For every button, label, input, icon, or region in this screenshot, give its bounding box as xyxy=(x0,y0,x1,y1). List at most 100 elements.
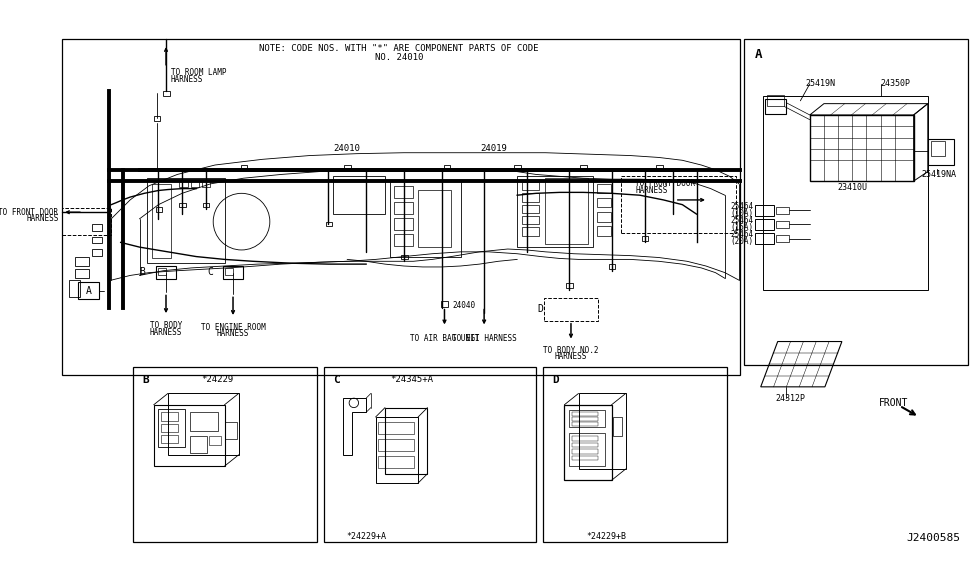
Bar xyxy=(522,194,539,202)
Bar xyxy=(378,422,414,434)
Bar xyxy=(93,237,101,243)
Bar xyxy=(390,181,460,256)
Text: TO BODY: TO BODY xyxy=(150,321,182,330)
Bar xyxy=(62,40,740,375)
Bar xyxy=(225,268,233,276)
Bar xyxy=(190,181,199,187)
Text: 25464: 25464 xyxy=(730,216,753,225)
Text: A: A xyxy=(86,286,92,295)
Bar xyxy=(75,256,89,266)
Bar xyxy=(572,412,599,416)
Bar xyxy=(522,205,539,213)
Bar xyxy=(401,255,408,259)
Bar xyxy=(608,264,615,269)
Bar xyxy=(324,367,536,542)
Bar xyxy=(572,436,599,441)
Text: A: A xyxy=(755,48,762,61)
Text: HARNESS: HARNESS xyxy=(150,328,182,337)
Bar xyxy=(395,234,413,246)
Bar xyxy=(545,178,588,245)
Text: 25464: 25464 xyxy=(730,230,753,239)
Text: TO EGI HARNESS: TO EGI HARNESS xyxy=(451,334,517,343)
Bar xyxy=(189,412,218,431)
Text: HARNESS: HARNESS xyxy=(555,352,587,361)
Text: C: C xyxy=(333,375,340,384)
Text: FRONT: FRONT xyxy=(878,398,908,408)
Bar xyxy=(580,165,587,170)
Bar xyxy=(78,282,99,299)
Text: TO ENGINE ROOM: TO ENGINE ROOM xyxy=(201,323,265,332)
Text: 24040: 24040 xyxy=(452,301,475,310)
Bar xyxy=(225,422,237,439)
Bar xyxy=(776,207,789,214)
Text: HARNESS: HARNESS xyxy=(635,186,668,195)
Bar xyxy=(765,99,786,114)
Bar xyxy=(572,443,599,447)
Text: 23410U: 23410U xyxy=(838,183,868,192)
Bar xyxy=(642,236,648,241)
Bar xyxy=(522,216,539,225)
Bar xyxy=(133,367,317,542)
Bar xyxy=(515,165,521,170)
Bar xyxy=(418,191,451,247)
Bar xyxy=(569,410,604,427)
Text: TO FRONT DOOR: TO FRONT DOOR xyxy=(0,208,58,217)
Bar xyxy=(544,298,599,321)
Text: HARNESS: HARNESS xyxy=(171,75,203,84)
Text: 24019: 24019 xyxy=(480,144,507,152)
Text: TO BODY NO.2: TO BODY NO.2 xyxy=(543,345,599,354)
Bar xyxy=(395,202,413,214)
Text: (20A): (20A) xyxy=(730,237,753,246)
Text: *24229+B: *24229+B xyxy=(587,532,627,541)
Bar xyxy=(189,436,207,453)
Bar xyxy=(241,165,248,170)
Bar xyxy=(441,301,448,307)
Bar xyxy=(156,266,176,279)
Bar xyxy=(656,165,663,170)
Bar xyxy=(572,422,599,426)
Bar xyxy=(378,439,414,451)
Bar xyxy=(776,235,789,242)
Bar xyxy=(572,417,599,421)
Bar xyxy=(755,219,774,230)
Bar xyxy=(179,203,186,208)
Bar xyxy=(755,233,774,245)
Text: 24350P: 24350P xyxy=(880,79,911,88)
Text: J2400585: J2400585 xyxy=(907,533,960,543)
Bar xyxy=(598,212,610,222)
Text: 25464: 25464 xyxy=(730,202,753,211)
Bar xyxy=(543,367,726,542)
Bar xyxy=(598,184,610,194)
Bar xyxy=(522,182,539,191)
Bar xyxy=(755,205,774,216)
Bar xyxy=(744,40,968,365)
Bar xyxy=(522,228,539,236)
Bar xyxy=(161,412,178,421)
Text: NOTE: CODE NOS. WITH "*" ARE COMPONENT PARTS OF CODE: NOTE: CODE NOS. WITH "*" ARE COMPONENT P… xyxy=(259,44,539,53)
Bar xyxy=(210,436,220,445)
Text: 25419NA: 25419NA xyxy=(921,170,956,179)
Bar xyxy=(333,177,385,214)
Bar xyxy=(156,208,162,212)
Bar xyxy=(344,165,351,170)
Bar xyxy=(930,142,945,156)
Bar xyxy=(598,226,610,236)
Bar xyxy=(152,184,171,258)
Text: 24010: 24010 xyxy=(333,144,361,152)
Text: B: B xyxy=(139,267,145,277)
Text: B: B xyxy=(142,375,149,384)
Bar xyxy=(154,116,160,121)
Text: D: D xyxy=(537,305,543,315)
Text: HARNESS: HARNESS xyxy=(26,215,58,224)
Text: TO ROOM LAMP: TO ROOM LAMP xyxy=(171,68,226,77)
Bar xyxy=(928,139,955,165)
Bar xyxy=(517,177,593,247)
Text: TO AIR BAG UNIT: TO AIR BAG UNIT xyxy=(410,334,479,343)
Bar xyxy=(378,456,414,468)
Bar xyxy=(179,181,188,187)
Text: *24229: *24229 xyxy=(201,375,233,384)
Bar xyxy=(62,208,111,235)
Bar xyxy=(612,417,622,436)
Text: NO. 24010: NO. 24010 xyxy=(375,53,423,62)
Text: 24312P: 24312P xyxy=(776,394,806,402)
